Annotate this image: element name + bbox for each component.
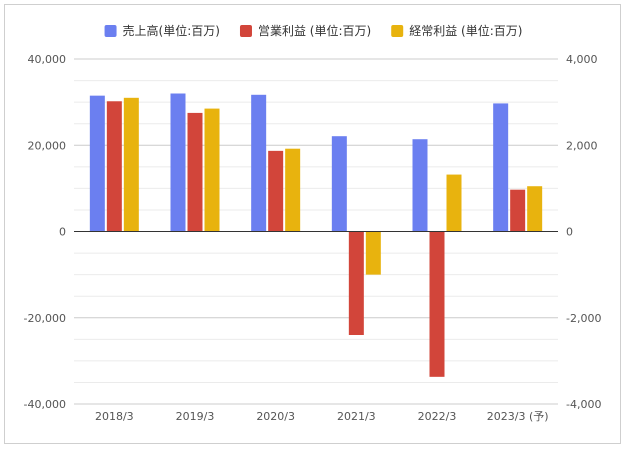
left-axis-tick-label: 40,000 (28, 53, 67, 66)
right-axis-tick-label: 0 (566, 226, 573, 239)
bar-経常利益 (単位:百万)-2018/3 (123, 97, 139, 232)
bars (89, 93, 543, 377)
bar-売上高(単位:百万)-2021/3 (331, 136, 347, 232)
legend-swatch (391, 25, 404, 37)
bar-営業利益 (単位:百万)-2021/3 (348, 231, 364, 335)
legend-label: 経常利益 (単位:百万) (409, 23, 522, 38)
x-axis-tick-label: 2023/3 (予) (487, 410, 549, 423)
bar-売上高(単位:百万)-2022/3 (412, 139, 428, 232)
bar-売上高(単位:百万)-2018/3 (89, 95, 105, 232)
axes: 40,000 20,000 0 -20,000 -40,000 4,000 2,000 0 -2… (24, 53, 602, 423)
bar-売上高(単位:百万)-2019/3 (170, 93, 186, 232)
legend-swatch (239, 25, 252, 37)
x-axis-tick-label: 2020/3 (256, 410, 295, 423)
right-axis-tick-label: -4,000 (566, 398, 601, 411)
bar-営業利益 (単位:百万)-2018/3 (106, 101, 122, 232)
bar-経常利益 (単位:百万)-2023/3 (予) (527, 186, 543, 232)
x-axis-tick-label: 2019/3 (176, 410, 215, 423)
left-axis-tick-label: -20,000 (24, 312, 66, 325)
bar-営業利益 (単位:百万)-2022/3 (429, 231, 445, 377)
bar-経常利益 (単位:百万)-2022/3 (446, 174, 462, 232)
right-axis-tick-label: 2,000 (566, 139, 598, 152)
right-axis-tick-label: 4,000 (566, 53, 598, 66)
legend-label: 売上高(単位:百万) (123, 23, 220, 38)
bar-経常利益 (単位:百万)-2021/3 (365, 231, 381, 275)
x-axis-tick-label: 2022/3 (418, 410, 457, 423)
legend: 売上高(単位:百万) 営業利益 (単位:百万) 経常利益 (単位:百万) (104, 23, 522, 38)
bar-売上高(単位:百万)-2020/3 (251, 94, 267, 232)
bar-経常利益 (単位:百万)-2020/3 (285, 148, 301, 232)
bar-営業利益 (単位:百万)-2020/3 (268, 150, 284, 232)
legend-swatch (104, 25, 117, 37)
left-axis-tick-label: -40,000 (24, 398, 66, 411)
left-axis-tick-label: 0 (59, 226, 66, 239)
x-axis-tick-label: 2021/3 (337, 410, 376, 423)
right-axis-tick-label: -2,000 (566, 312, 601, 325)
legend-label: 営業利益 (単位:百万) (258, 23, 371, 38)
bar-営業利益 (単位:百万)-2023/3 (予) (510, 189, 526, 232)
bar-売上高(単位:百万)-2023/3 (予) (493, 103, 509, 232)
left-axis-tick-label: 20,000 (28, 139, 67, 152)
x-axis-tick-label: 2018/3 (95, 410, 134, 423)
bar-営業利益 (単位:百万)-2019/3 (187, 112, 203, 232)
bar-経常利益 (単位:百万)-2019/3 (204, 108, 220, 232)
